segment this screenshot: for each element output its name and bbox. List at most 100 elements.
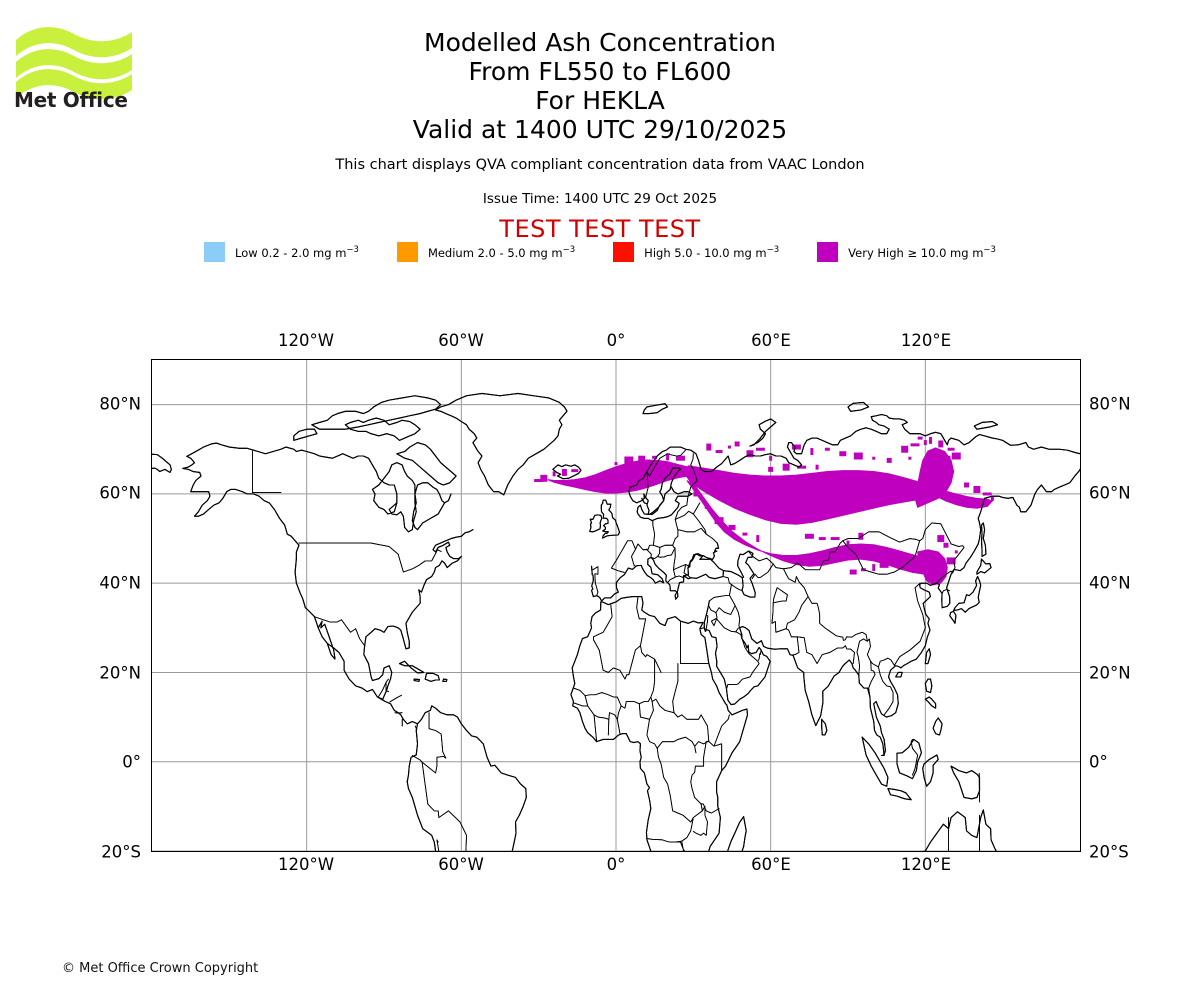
- ash-speckle: [964, 482, 970, 488]
- ash-speckle: [756, 535, 760, 543]
- chart-subtitle: This chart displays QVA compliant concen…: [335, 157, 865, 173]
- lat-tick-right-5: 20°S: [1089, 842, 1129, 862]
- lon-tick-bottom-3: 60°E: [751, 855, 791, 874]
- legend-item-low: Low 0.2 - 2.0 mg m−3: [204, 242, 359, 262]
- lon-tick-bottom-0: 120°W: [277, 855, 335, 874]
- title-line-1: Modelled Ash Concentration: [424, 28, 776, 57]
- lon-tick-top-1: 60°W: [438, 331, 484, 350]
- map-canvas: [152, 360, 1080, 851]
- legend-swatch-medium: [396, 242, 418, 262]
- legend-label-high: High 5.0 - 10.0 mg m−3: [644, 244, 780, 260]
- title-line-2: From FL550 to FL600: [468, 57, 732, 86]
- ash-speckle: [941, 455, 951, 461]
- ash-speckle: [755, 447, 765, 451]
- lat-tick-right-0: 80°N: [1089, 394, 1131, 414]
- coastlines-overlay: [152, 392, 1080, 851]
- ash-speckle: [943, 542, 949, 548]
- legend-label-medium: Medium 2.0 - 5.0 mg m−3: [427, 244, 576, 260]
- ash-speckle: [890, 559, 898, 563]
- ash-speckle: [879, 562, 889, 568]
- ash-speckle: [624, 456, 634, 464]
- ash-speckle: [571, 469, 579, 473]
- ash-speckle: [954, 550, 958, 554]
- lat-tick-left-5: 20°S: [101, 842, 141, 862]
- ash-speckle: [534, 479, 544, 483]
- copyright-notice: © Met Office Crown Copyright: [62, 961, 259, 976]
- ash-speckle: [666, 453, 670, 461]
- ash-speckle: [973, 485, 981, 493]
- lat-tick-left-3: 20°N: [99, 663, 141, 683]
- ash-speckle: [728, 524, 736, 530]
- ash-speckle: [839, 451, 847, 457]
- title-line-4: Valid at 1400 UTC 29/10/2025: [412, 115, 788, 144]
- ash-speckle: [791, 444, 801, 450]
- ash-speckle: [932, 460, 940, 466]
- ash-speckle: [715, 450, 723, 454]
- ash-speckle: [937, 535, 945, 543]
- ash-speckle: [638, 455, 646, 461]
- ash-speckle: [947, 447, 955, 451]
- ash-speckle: [853, 452, 863, 460]
- issue-time: Issue Time: 1400 UTC 29 Oct 2025: [482, 191, 718, 207]
- ash-speckle: [902, 552, 908, 560]
- ash-speckle: [714, 517, 724, 525]
- world-map-plot[interactable]: [151, 359, 1081, 852]
- lat-tick-left-1: 60°N: [99, 483, 141, 503]
- legend-swatch-low: [204, 242, 226, 262]
- ash-speckle: [929, 436, 933, 444]
- ash-speckle: [982, 492, 992, 496]
- title-line-3: For HEKLA: [535, 86, 665, 115]
- ash-speckle: [782, 463, 790, 471]
- ash-speckle: [917, 436, 923, 440]
- ash-speckle: [561, 468, 567, 476]
- ash-speckle: [693, 491, 699, 497]
- legend-swatch-high: [613, 242, 635, 262]
- concentration-legend: Low 0.2 - 2.0 mg m−3 Medium 2.0 - 5.0 mg…: [0, 242, 1200, 262]
- ash-speckle: [742, 532, 748, 536]
- ash-speckle: [910, 443, 920, 447]
- legend-swatch-very-high: [817, 242, 839, 262]
- ash-speckle: [830, 537, 840, 541]
- ash-speckle: [824, 447, 830, 451]
- legend-item-very-high: Very High ≥ 10.0 mg m−3: [817, 242, 996, 262]
- ash-speckle: [886, 457, 892, 463]
- ash-speckle: [552, 471, 556, 477]
- ash-speckle: [858, 532, 864, 540]
- test-banner: TEST TEST TEST: [499, 215, 701, 243]
- legend-item-high: High 5.0 - 10.0 mg m−3: [613, 242, 779, 262]
- legend-label-very-high: Very High ≥ 10.0 mg m−3: [848, 244, 996, 260]
- ash-speckle: [872, 564, 876, 572]
- ash-speckle: [727, 445, 731, 449]
- lat-tick-right-1: 60°N: [1089, 483, 1131, 503]
- ash-speckle: [846, 540, 850, 546]
- lat-tick-left-0: 80°N: [99, 394, 141, 414]
- lon-tick-bottom-2: 0°: [606, 855, 626, 874]
- lon-tick-top-3: 60°E: [751, 331, 791, 350]
- met-office-wordmark: Met Office: [14, 88, 128, 112]
- ash-speckle: [951, 452, 961, 460]
- ash-speckle: [804, 533, 814, 539]
- ash-speckle: [769, 455, 773, 461]
- ash-speckle: [908, 456, 912, 460]
- lat-tick-right-3: 20°N: [1089, 663, 1131, 683]
- lat-tick-left-4: 0°: [122, 752, 141, 772]
- ash-plume-region-5: [934, 488, 994, 509]
- legend-label-low: Low 0.2 - 2.0 mg m−3: [235, 244, 359, 260]
- lon-tick-top-4: 120°E: [900, 331, 952, 350]
- ash-speckle: [706, 443, 712, 451]
- ash-speckle: [704, 505, 708, 509]
- lon-tick-bottom-1: 60°W: [438, 855, 484, 874]
- ash-speckle: [810, 448, 814, 456]
- ash-speckle: [990, 495, 994, 501]
- ash-speckle: [901, 445, 909, 453]
- lon-tick-bottom-4: 120°E: [900, 855, 952, 874]
- lat-tick-right-2: 40°N: [1089, 573, 1131, 593]
- ash-speckle: [923, 440, 927, 446]
- ash-speckle: [818, 537, 826, 541]
- ash-speckle: [734, 441, 740, 447]
- page-title: Modelled Ash Concentration From FL550 to…: [0, 28, 1200, 144]
- ash-speckle: [768, 466, 774, 472]
- ash-plume-region-3: [917, 549, 948, 586]
- ash-speckle: [540, 474, 548, 482]
- lat-tick-left-2: 40°N: [99, 573, 141, 593]
